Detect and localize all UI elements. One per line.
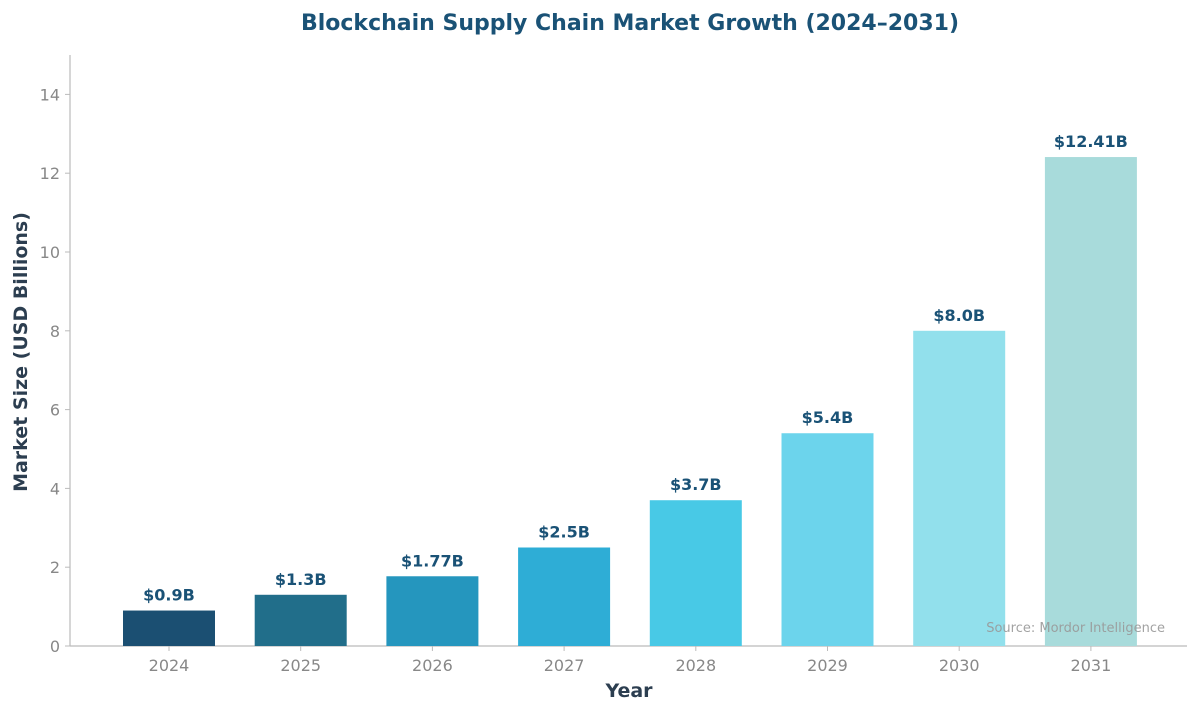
bar-2031: [1044, 157, 1137, 646]
bar-2025: [254, 594, 347, 646]
bar-2027: [518, 547, 611, 646]
data-label-2030: $8.0B: [933, 306, 985, 325]
x-axis-label: Year: [604, 680, 653, 702]
data-label-2031: $12.41B: [1054, 132, 1128, 151]
data-label-2027: $2.5B: [538, 523, 590, 542]
data-label-2026: $1.77B: [401, 551, 464, 570]
bar-2024: [123, 610, 215, 646]
chart-title: Blockchain Supply Chain Market Growth (2…: [301, 11, 959, 36]
x-tick-label: 2029: [807, 656, 848, 675]
x-tick-label: 2026: [412, 656, 453, 675]
y-tick-label: 6: [50, 401, 60, 420]
y-axis-label: Market Size (USD Billions): [10, 212, 32, 492]
y-tick-label: 0: [50, 637, 60, 656]
bar-2030: [913, 330, 1006, 646]
y-tick-label: 12: [40, 164, 60, 183]
data-label-2029: $5.4B: [802, 408, 854, 427]
y-tick-label: 4: [50, 479, 60, 498]
y-tick-label: 10: [40, 243, 60, 262]
x-tick-label: 2024: [149, 656, 190, 675]
x-tick-label: 2025: [280, 656, 321, 675]
x-tick-label: 2028: [675, 656, 716, 675]
y-tick-label: 2: [50, 558, 60, 577]
source-note: Source: Mordor Intelligence: [986, 621, 1165, 636]
bar-2028: [649, 500, 742, 646]
bar-2026: [386, 576, 479, 646]
y-tick-label: 8: [50, 322, 60, 341]
data-label-2028: $3.7B: [670, 475, 722, 494]
x-tick-label: 2027: [544, 656, 585, 675]
data-label-2025: $1.3B: [275, 570, 327, 589]
x-tick-label: 2031: [1071, 656, 1112, 675]
data-label-2024: $0.9B: [143, 586, 195, 605]
y-tick-label: 14: [40, 85, 60, 104]
x-tick-label: 2030: [939, 656, 980, 675]
bar-2029: [781, 433, 874, 646]
